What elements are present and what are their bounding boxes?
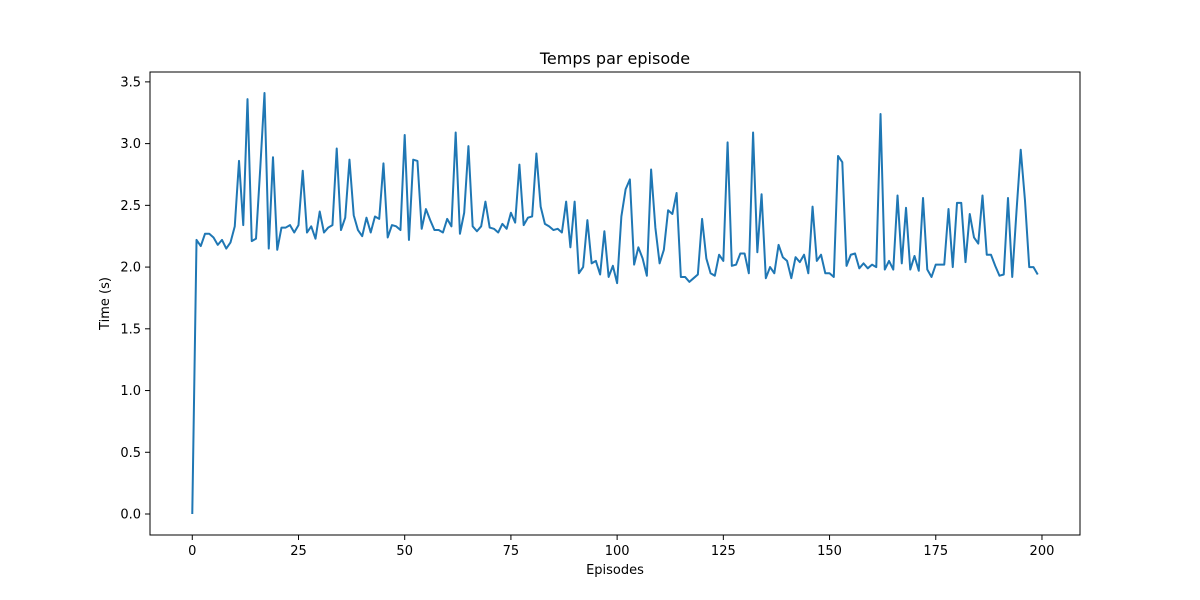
y-tick-label: 0.0 [120, 508, 141, 523]
y-tick-label: 1.5 [120, 322, 141, 337]
x-tick-label: 150 [817, 544, 842, 559]
series-layer [191, 91, 1039, 515]
y-axis-label: Time (s) [98, 277, 113, 331]
x-tick-label: 50 [396, 544, 413, 559]
y-tick-label: 2.5 [120, 199, 141, 214]
series-line-0 [191, 91, 1039, 515]
y-tick-label: 1.0 [120, 384, 141, 399]
x-tick-label: 100 [605, 544, 630, 559]
x-tick-label: 75 [503, 544, 520, 559]
x-tick-label: 0 [188, 544, 196, 559]
y-axis-ticks: 0.0 0.5 1.0 1.5 2.0 2.5 3.0 3.5 [120, 75, 150, 523]
y-tick-label: 3.5 [120, 75, 141, 90]
y-tick-label: 2.0 [120, 261, 141, 276]
plot-frame [149, 71, 1081, 536]
x-tick-label: 125 [711, 544, 736, 559]
x-tick-label: 175 [923, 544, 948, 559]
plot-area [150, 72, 1080, 535]
chart-title: Temps par episode [539, 49, 690, 68]
x-axis-ticks: 0 25 50 75 100 125 150 175 200 [188, 535, 1054, 559]
x-tick-label: 25 [290, 544, 307, 559]
x-axis-label: Episodes [586, 563, 644, 578]
y-tick-label: 0.5 [120, 446, 141, 461]
y-tick-label: 3.0 [120, 137, 141, 152]
x-tick-label: 200 [1030, 544, 1055, 559]
